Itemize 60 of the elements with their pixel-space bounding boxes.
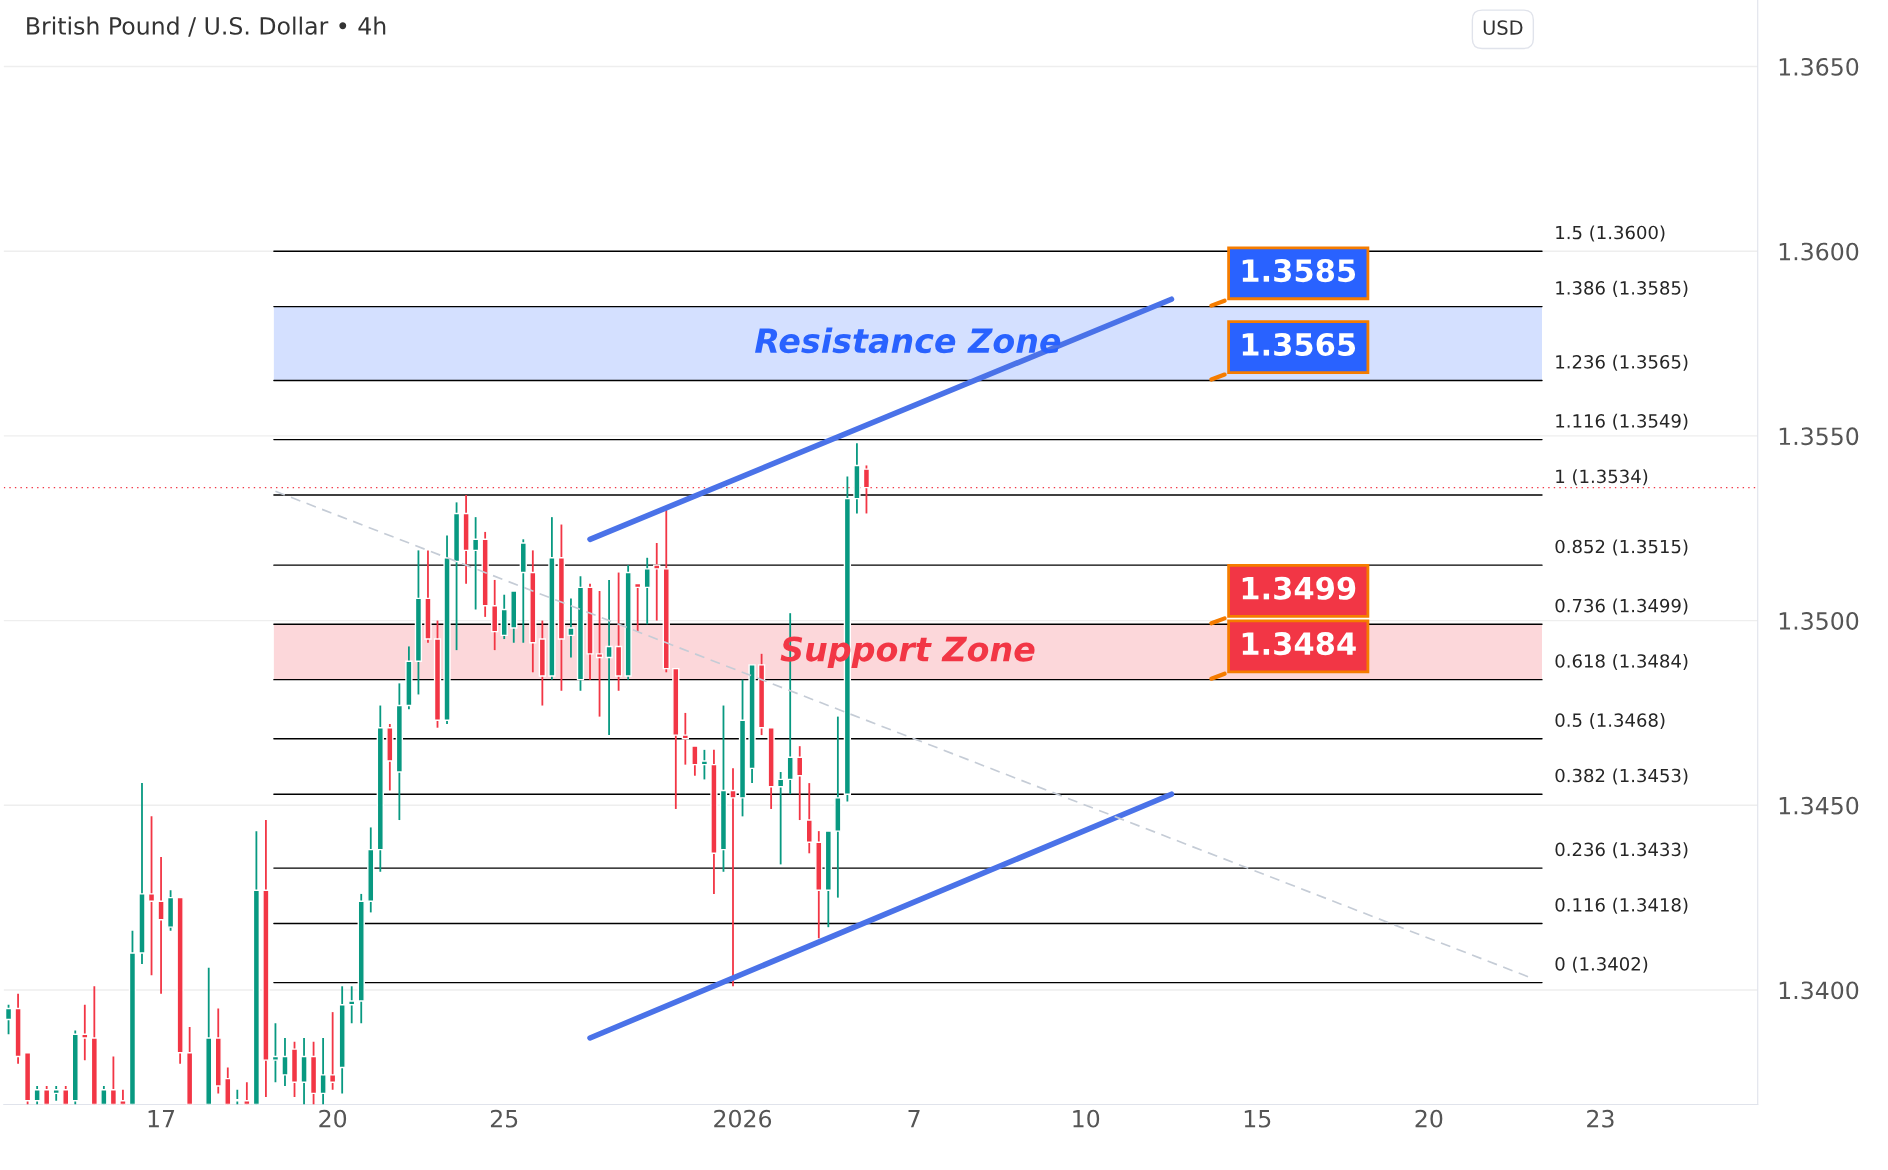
ref-line-label: 0.852 (1.3515) bbox=[1555, 539, 1688, 556]
y-tick-label: 1.3450 bbox=[1779, 796, 1859, 815]
candlestick bbox=[157, 856, 165, 995]
candlestick bbox=[328, 1011, 337, 1091]
candlestick bbox=[777, 771, 785, 866]
candlestick bbox=[81, 1003, 89, 1062]
annotation: 1.3585 bbox=[1242, 259, 1356, 283]
ref-line-label: 1.386 (1.3585) bbox=[1556, 280, 1688, 297]
candlestick bbox=[271, 1022, 280, 1084]
candlestick bbox=[281, 1037, 289, 1087]
annotation: 1.3499 bbox=[1242, 576, 1356, 600]
ref-line-label: 0.382 (1.3453) bbox=[1555, 768, 1688, 785]
y-tick-label: 1.3550 bbox=[1779, 427, 1859, 446]
text: British Pound / U.S. Dollar • 4h bbox=[27, 16, 386, 37]
x-tick-label: 25 bbox=[490, 1109, 518, 1128]
x-tick-label: 15 bbox=[1244, 1110, 1271, 1128]
candlestick bbox=[471, 516, 480, 611]
y-tick-label: 1.3650 bbox=[1779, 57, 1859, 76]
candlestick bbox=[729, 767, 737, 988]
y-tick-label: 1.3500 bbox=[1779, 612, 1859, 630]
candlestick bbox=[796, 745, 804, 821]
y-tick-label: 1.3600 bbox=[1779, 242, 1859, 261]
candlestick bbox=[634, 582, 642, 633]
x-tick-label: 23 bbox=[1587, 1109, 1614, 1128]
ref-line-label: 0.736 (1.3499) bbox=[1555, 598, 1688, 615]
candlestick bbox=[33, 1085, 41, 1105]
candlestick bbox=[595, 590, 604, 718]
ref-line-label: 1.5 (1.3600) bbox=[1556, 225, 1665, 242]
candlestick bbox=[348, 985, 356, 1025]
x-tick-label: 20 bbox=[1415, 1109, 1443, 1128]
x-tick-label: 10 bbox=[1073, 1109, 1100, 1128]
ref-line-label: 0.5 (1.3468) bbox=[1555, 712, 1665, 730]
ref-line-label: 0.116 (1.3418) bbox=[1555, 897, 1688, 914]
ref-line-label: 0.236 (1.3433) bbox=[1555, 842, 1688, 859]
ref-line-label: 1.236 (1.3565) bbox=[1556, 354, 1688, 371]
candlestick bbox=[700, 748, 709, 781]
candlestick bbox=[643, 556, 651, 626]
ref-line-label: 0 (1.3402) bbox=[1555, 956, 1648, 973]
y-tick-label: 1.3400 bbox=[1779, 981, 1859, 1000]
ref-line-label: 1.116 (1.3549) bbox=[1556, 413, 1688, 430]
candlestick bbox=[653, 542, 661, 622]
x-tick-label: 7 bbox=[908, 1110, 920, 1128]
candlestick bbox=[681, 712, 689, 766]
annotation: USD bbox=[1483, 20, 1523, 35]
candlestick bbox=[147, 815, 156, 977]
candlestick bbox=[691, 745, 699, 777]
ref-line-label: 1 (1.3534) bbox=[1556, 469, 1648, 486]
candlestick bbox=[605, 579, 613, 736]
x-tick-label: 17 bbox=[148, 1110, 175, 1128]
ref-line-label: 0.618 (1.3484) bbox=[1555, 653, 1688, 670]
x-tick-label: 2026 bbox=[714, 1109, 772, 1128]
annotation: 1.3565 bbox=[1242, 332, 1356, 357]
candlestick bbox=[805, 782, 813, 855]
annotation: 1.3484 bbox=[1242, 632, 1356, 656]
x-tick-label: 20 bbox=[319, 1109, 347, 1128]
candlestick bbox=[4, 1003, 13, 1036]
candlestick bbox=[109, 1055, 118, 1105]
candlestick bbox=[567, 597, 575, 659]
candlestick bbox=[319, 1037, 327, 1105]
band-label: Resistance Zone bbox=[755, 327, 1061, 354]
